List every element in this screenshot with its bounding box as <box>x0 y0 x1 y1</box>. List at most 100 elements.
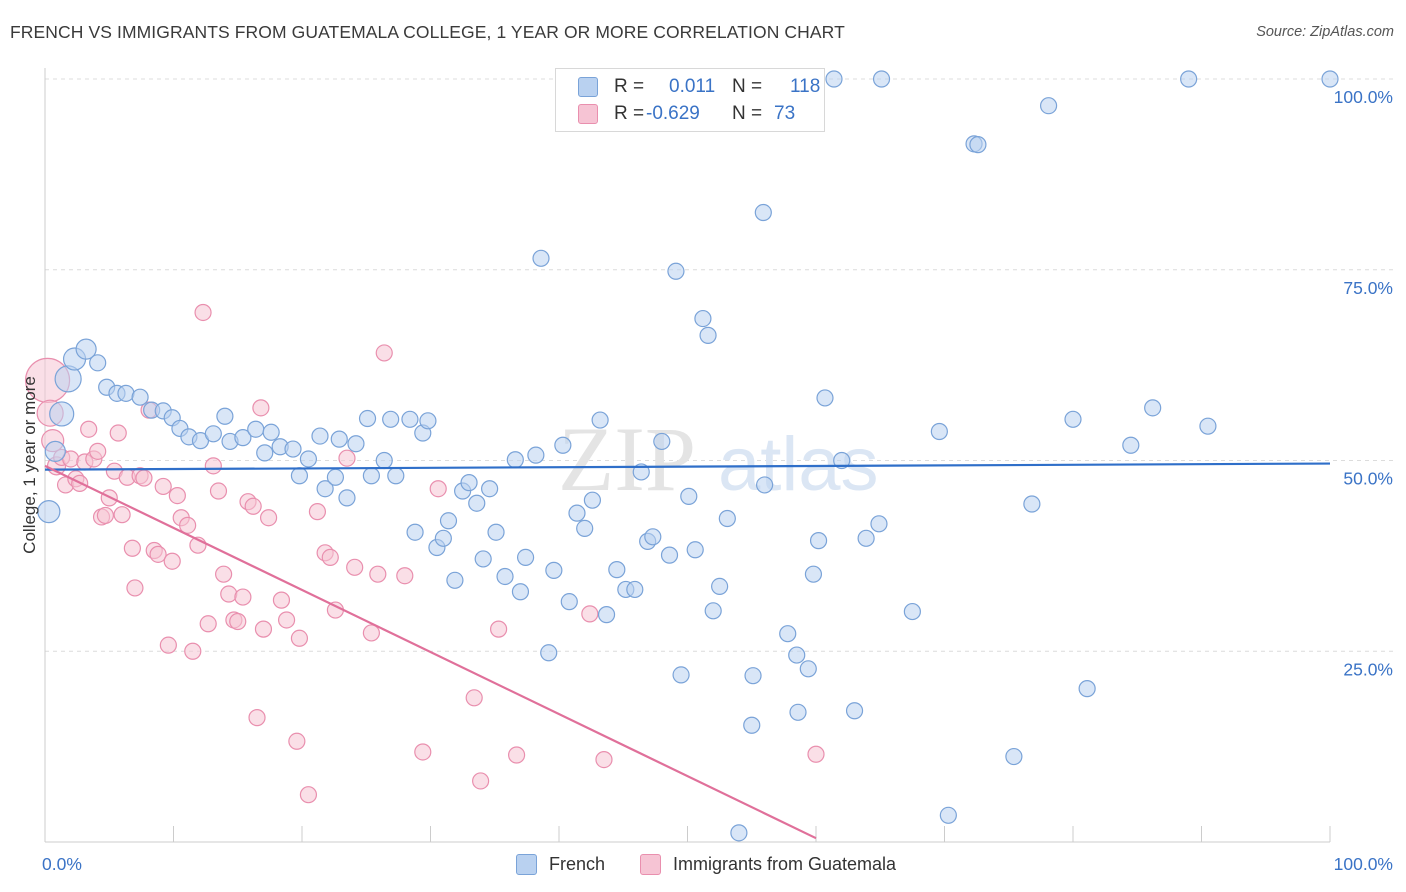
french-point <box>117 384 135 402</box>
french-point <box>262 423 280 441</box>
french-point <box>809 532 828 550</box>
guatemala-n-value: 73 <box>774 103 796 124</box>
french-legend-label: French <box>549 854 606 874</box>
guatemala-point <box>396 567 414 585</box>
french-point <box>632 463 650 481</box>
french-point <box>825 70 843 88</box>
french-point <box>382 410 400 428</box>
french-point <box>545 561 563 579</box>
french-swatch <box>578 77 598 97</box>
french-point <box>686 541 704 559</box>
french-point <box>487 523 505 541</box>
guatemala-point <box>272 591 291 609</box>
french-point <box>743 716 761 734</box>
guatemala-point <box>581 605 599 623</box>
guatemala-point <box>429 480 447 498</box>
guatemala-point <box>507 746 526 764</box>
guatemala-point <box>159 636 177 654</box>
french-point <box>1039 97 1058 115</box>
watermark-atlas: atlas <box>718 422 879 507</box>
french-point <box>299 450 318 468</box>
french-point <box>358 409 377 428</box>
guatemala-point <box>194 303 212 322</box>
french-point <box>1180 70 1198 88</box>
guatemala-point <box>259 509 278 527</box>
french-point <box>583 491 602 509</box>
french-point <box>799 660 817 678</box>
french-point <box>788 646 806 664</box>
guatemala-point <box>113 506 131 524</box>
guatemala-point <box>290 629 309 647</box>
french-point <box>903 602 921 621</box>
french-point <box>704 602 722 620</box>
guatemala-point <box>595 750 613 769</box>
x-tick-label-min: 0.0% <box>42 854 82 874</box>
french-point <box>1144 399 1162 417</box>
y-tick-label: 25.0% <box>1343 659 1393 679</box>
french-point <box>560 593 578 611</box>
chart-title: FRENCH VS IMMIGRANTS FROM GUATEMALA COLL… <box>10 22 845 42</box>
french-point <box>1122 436 1140 454</box>
french-point <box>330 430 348 448</box>
guatemala-point <box>465 689 483 707</box>
guatemala-point <box>375 344 393 362</box>
guatemala-point <box>308 503 327 521</box>
y-tick-label: 100.0% <box>1334 87 1393 107</box>
french-point <box>496 567 514 586</box>
guatemala-point <box>89 442 107 460</box>
french-point <box>362 467 380 485</box>
french-point <box>939 806 957 824</box>
guatemala-point <box>244 497 262 515</box>
guatemala-point <box>199 615 217 633</box>
french-point <box>833 451 851 470</box>
guatemala-point <box>338 449 356 467</box>
french-point <box>789 703 807 721</box>
guatemala-trend-line <box>44 464 817 840</box>
french-point <box>326 468 345 486</box>
trend-lines <box>44 462 1331 840</box>
watermark-zip: ZIP <box>558 408 696 510</box>
french-point <box>653 432 671 451</box>
guatemala-points <box>24 303 825 804</box>
guatemala-r-value: -0.629 <box>646 103 700 124</box>
guatemala-point <box>414 743 432 761</box>
r-label: R = <box>614 76 645 97</box>
french-point <box>969 136 987 154</box>
french-point <box>591 411 609 429</box>
guatemala-swatch <box>578 104 598 124</box>
french-point <box>474 550 492 568</box>
guatemala-point <box>209 482 228 500</box>
n-label: N = <box>732 103 763 124</box>
french-point <box>699 326 717 344</box>
guatemala-point <box>299 786 318 804</box>
french-point <box>234 429 252 447</box>
guatemala-point <box>179 516 197 534</box>
guatemala-point <box>123 539 141 557</box>
correlation-legend: R = 0.011 N = 118 R = -0.629 N = 73 <box>555 68 825 132</box>
axes <box>44 68 1331 843</box>
french-point <box>532 249 550 267</box>
french-point <box>506 451 524 469</box>
french-point <box>816 389 834 407</box>
french-point <box>527 446 545 464</box>
french-point <box>284 440 302 458</box>
french-point <box>626 580 644 599</box>
french-point <box>375 451 393 470</box>
guatemala-point <box>204 457 222 475</box>
french-point <box>568 504 586 522</box>
y-tick-label: 50.0% <box>1343 469 1393 489</box>
french-point <box>387 467 405 485</box>
french-point <box>460 474 478 492</box>
french-point <box>468 494 486 512</box>
french-point <box>644 528 662 546</box>
french-point <box>694 309 712 328</box>
guatemala-point <box>109 424 127 442</box>
french-point <box>804 565 823 583</box>
french-point <box>540 644 558 662</box>
french-point <box>1321 70 1339 88</box>
x-tick-label-max: 100.0% <box>1334 854 1393 874</box>
french-point <box>667 262 685 280</box>
french-point <box>870 515 888 533</box>
french-point <box>37 500 61 524</box>
